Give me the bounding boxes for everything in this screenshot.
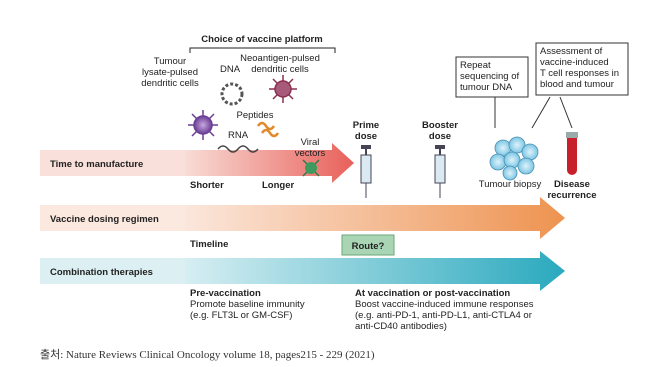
neo-label: dendritic cells [251,64,309,75]
post-title: At vaccination or post-vaccination [355,288,510,299]
row-label: Vaccine dosing regimen [50,214,159,225]
prime-label: dose [355,131,377,142]
dna-icon [220,82,244,106]
neo-label: Neoantigen-pulsed [240,53,320,64]
syringe [360,145,372,198]
platform-title: Choice of vaccine platform [201,34,322,45]
blood-tube [566,132,578,175]
box-line: blood and tumour [540,79,614,90]
route-box [341,234,395,256]
booster-label: dose [429,131,451,142]
virus-icon [302,159,320,177]
box-line: T cell responses in [540,68,619,79]
label-line: lysate-pulsed [142,67,198,78]
shorter: Shorter [190,180,224,191]
recurrence-label: Disease [554,179,590,190]
row-dosing [40,197,565,239]
dc-icon [188,110,218,140]
pre-line: Promote baseline immunity [190,299,305,310]
booster-label: Booster [422,120,458,131]
recurrence-label: recurrence [547,190,596,201]
row-label: Combination therapies [50,267,153,278]
rna-label: RNA [228,130,249,141]
prime-label: Prime [353,120,379,131]
box-line: tumour DNA [460,82,513,93]
post-line: Boost vaccine-induced immune responses [355,299,534,310]
box-line: sequencing of [460,71,520,82]
pre-title: Pre-vaccination [190,288,261,299]
post-line: (e.g. anti-PD-1, anti-PD-L1, anti-CTLA4 … [355,310,532,321]
neo-icon [269,75,297,103]
peptides-icon [256,121,280,138]
syringe [434,145,446,198]
rna-icon [217,145,259,153]
row-label: Time to manufacture [50,159,143,170]
connector [494,96,573,129]
biopsy-label: Tumour biopsy [479,179,542,190]
route: Route? [352,241,385,252]
assessment-box [535,42,629,96]
sequencing-box [455,56,529,98]
viral-label: Viral [301,137,320,148]
timeline: Timeline [190,239,228,250]
peptides-label: Peptides [237,110,274,121]
longer: Longer [262,180,294,191]
row-combination [40,251,565,291]
box-line: Repeat [460,60,491,71]
caption: 출처: Nature Reviews Clinical Oncology vol… [40,348,375,361]
viral-label: vectors [295,148,326,159]
box-line: vaccine-induced [540,57,609,68]
post-line: anti-CD40 antibodies) [355,321,447,332]
box-line: Assessment of [540,46,603,57]
pre-line: (e.g. FLT3L or GM-CSF) [190,310,292,321]
biopsy-icon [489,136,539,181]
label-line: dendritic cells [141,78,199,89]
tumour-lysate-label: Tumour lysate-pulsed dendritic cells [141,56,199,89]
label-line: Tumour [154,56,186,67]
dna-label: DNA [220,64,241,75]
